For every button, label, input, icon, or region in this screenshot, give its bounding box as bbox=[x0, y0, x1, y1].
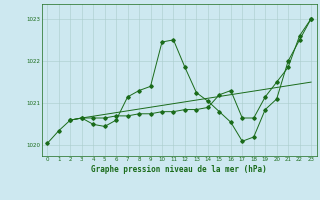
X-axis label: Graphe pression niveau de la mer (hPa): Graphe pression niveau de la mer (hPa) bbox=[91, 165, 267, 174]
